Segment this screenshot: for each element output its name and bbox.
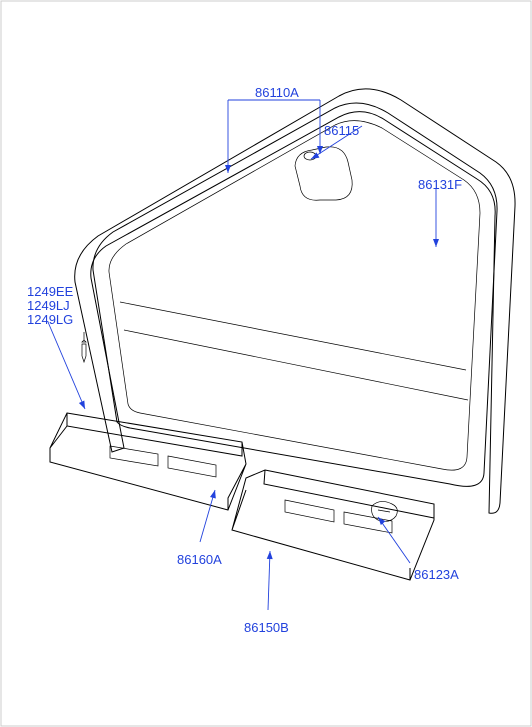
leader-line-8 <box>378 517 410 563</box>
mirror-mount-area <box>295 147 352 200</box>
glass-reflection-2 <box>120 302 466 370</box>
cowl-right-vent-0 <box>285 500 334 522</box>
leader-arrow-1 <box>317 146 323 154</box>
leader-line-6 <box>200 490 215 542</box>
washer-cap <box>372 501 398 521</box>
windshield-outer <box>93 103 497 486</box>
cowl-left-vent-0 <box>110 446 158 466</box>
leader-line-5 <box>48 322 85 409</box>
page-frame <box>1 1 531 726</box>
leader-arrow-2 <box>433 239 439 247</box>
screw-part-0 <box>82 332 86 342</box>
leader-arrow-7 <box>378 517 385 525</box>
screw-part-1 <box>82 344 86 362</box>
leader-line-3 <box>311 126 362 159</box>
glass-reflection-1 <box>124 330 468 400</box>
cowl-top-right <box>232 470 434 580</box>
leader-arrow-3 <box>311 152 319 159</box>
windshield-inner <box>109 121 480 470</box>
leader-arrow-5 <box>210 490 216 499</box>
leader-line-7 <box>268 551 270 610</box>
leader-arrow-6 <box>267 551 273 559</box>
diagram-canvas <box>0 0 532 727</box>
cowl-left-vent-1 <box>168 456 216 477</box>
leader-arrow-4 <box>79 400 85 409</box>
cowl-right-vent-1 <box>344 512 392 533</box>
